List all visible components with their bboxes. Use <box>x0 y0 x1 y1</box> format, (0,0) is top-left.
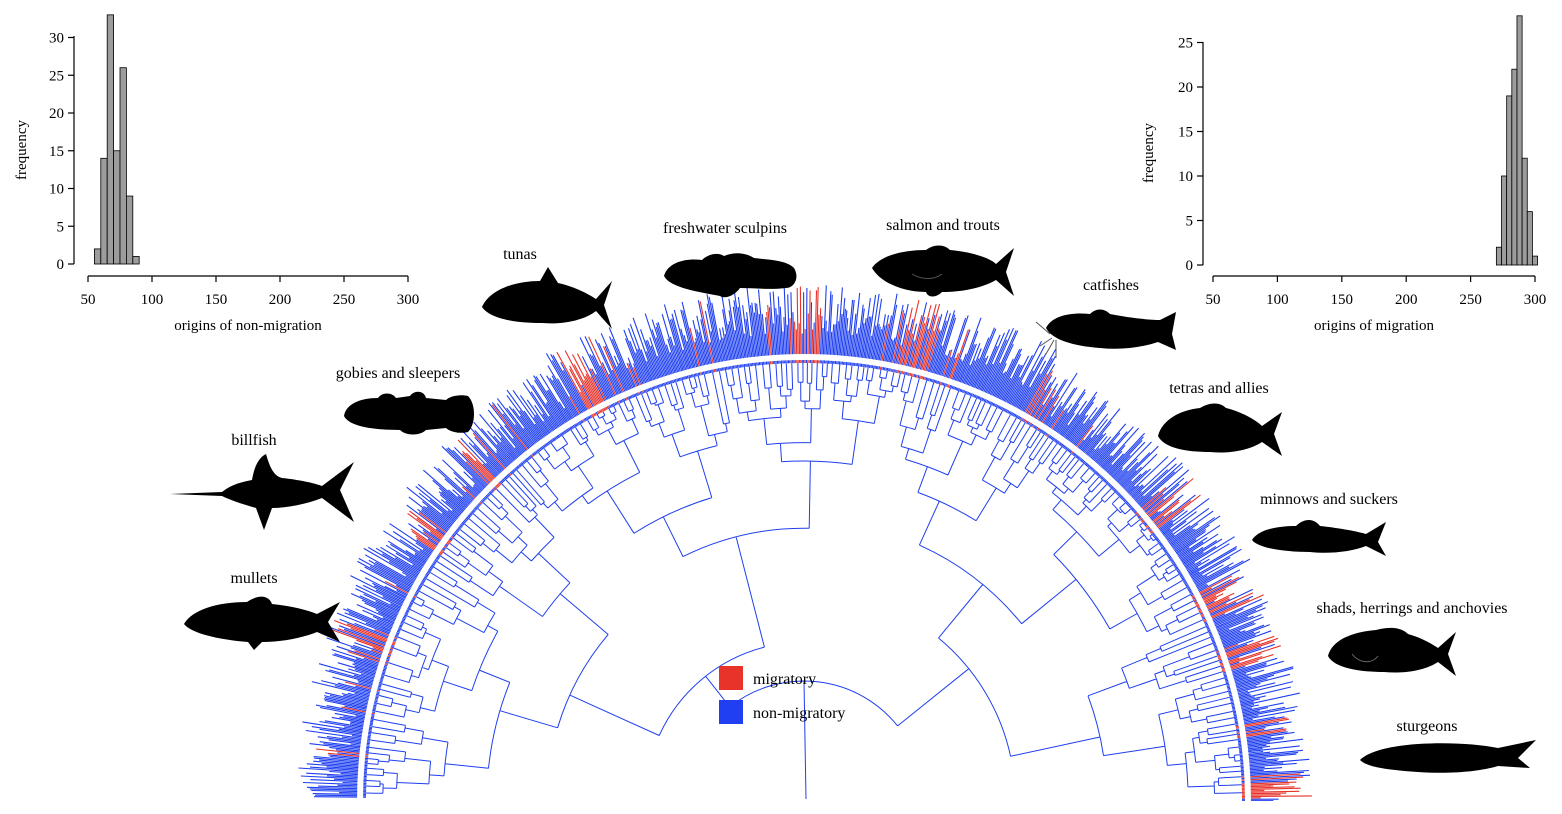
clade-labels: mullets billfish gobies and sleepers tun… <box>230 217 1507 735</box>
y-tick-label: 0 <box>57 257 65 273</box>
x-ticks: 50 100 150 200 250 300 <box>1206 276 1547 308</box>
clade-label-shads-herrings-anchovies: shads, herrings and anchovies <box>1316 600 1507 617</box>
mullet-silhouette-icon <box>184 596 340 650</box>
histogram-bars <box>1495 15 1538 266</box>
y-tick-label: 30 <box>49 31 64 47</box>
y-axis-label: frequency <box>1141 123 1157 183</box>
y-tick-label: 5 <box>1186 214 1194 230</box>
phylogeny-tree <box>298 285 1312 801</box>
tuna-silhouette-icon <box>482 267 612 329</box>
billfish-silhouette-icon <box>170 454 354 530</box>
legend-swatch-migratory <box>719 666 743 690</box>
histogram-bar <box>1511 68 1518 266</box>
tip-branches-non-migratory <box>298 285 1311 801</box>
y-tick-label: 20 <box>49 106 64 122</box>
internal-branches <box>366 362 1242 800</box>
clade-label-tetras-and-allies: tetras and allies <box>1169 380 1269 397</box>
legend-label-migratory: migratory <box>753 671 816 688</box>
y-tick-label: 5 <box>57 219 65 235</box>
sculpin-silhouette-icon <box>664 253 797 298</box>
histogram-bar <box>1532 255 1538 266</box>
histogram-bar <box>119 67 127 265</box>
histogram-bar <box>1516 15 1523 266</box>
y-tick-label: 25 <box>1178 36 1193 52</box>
clade-label-gobies-and-sleepers: gobies and sleepers <box>336 365 460 382</box>
histogram-bar <box>1526 211 1533 266</box>
tip-branches-migratory <box>316 286 1312 799</box>
histogram-bar <box>94 248 102 265</box>
x-tick-label: 250 <box>333 292 356 308</box>
tree-branches <box>366 362 1242 800</box>
y-tick-label: 15 <box>49 144 64 160</box>
clade-label-freshwater-sculpins: freshwater sculpins <box>663 220 787 237</box>
x-tick-label: 150 <box>1331 292 1354 308</box>
clade-label-salmon-and-trouts: salmon and trouts <box>886 217 1000 234</box>
y-tick-label: 10 <box>49 182 64 198</box>
clade-label-tunas: tunas <box>503 246 537 263</box>
tree-ring <box>357 354 1251 801</box>
x-tick-label: 50 <box>81 292 96 308</box>
histogram-bar <box>100 157 108 265</box>
minnow-silhouette-icon <box>1252 520 1386 556</box>
y-tick-label: 25 <box>49 68 64 84</box>
salmon-silhouette-icon <box>872 245 1014 297</box>
x-axis-label: origins of non-migration <box>174 318 322 334</box>
clade-label-minnows-and-suckers: minnows and suckers <box>1260 491 1398 508</box>
shad-silhouette-icon <box>1328 627 1456 676</box>
x-tick-label: 50 <box>1206 292 1221 308</box>
clade-label-sturgeons: sturgeons <box>1396 718 1457 735</box>
catfish-silhouette-icon <box>1035 309 1176 358</box>
y-tick-label: 20 <box>1178 80 1193 96</box>
histogram-bar <box>1506 95 1513 266</box>
legend: migratory non-migratory <box>719 666 845 724</box>
x-tick-label: 100 <box>1266 292 1289 308</box>
x-tick-label: 250 <box>1459 292 1482 308</box>
y-tick-label: 15 <box>1178 125 1193 141</box>
histogram-non-migration: 0 5 10 15 20 25 30 50 100 150 200 250 300 origins o… <box>14 14 420 334</box>
histogram-bar <box>1501 175 1508 266</box>
sturgeon-silhouette-icon <box>1360 740 1536 773</box>
x-tick-label: 200 <box>269 292 292 308</box>
histogram-bar <box>126 195 134 265</box>
clade-label-mullets: mullets <box>230 570 277 587</box>
x-tick-label: 300 <box>1524 292 1547 308</box>
y-tick-label: 0 <box>1186 258 1194 274</box>
legend-swatch-non-migratory <box>719 700 743 724</box>
histogram-migration: 0 5 10 15 20 25 50 100 150 200 250 300 origins of … <box>1141 15 1547 334</box>
histogram-bars <box>94 14 140 265</box>
histogram-bar <box>113 150 121 265</box>
y-ticks: 0 5 10 15 20 25 <box>1178 36 1203 274</box>
x-axis-label: origins of migration <box>1314 318 1434 334</box>
x-ticks: 50 100 150 200 250 300 <box>81 276 420 308</box>
goby-silhouette-icon <box>344 391 474 435</box>
tetra-silhouette-icon <box>1158 403 1282 456</box>
x-tick-label: 300 <box>397 292 420 308</box>
histogram-bar <box>1495 246 1502 266</box>
tree-tips <box>298 285 1312 801</box>
clade-label-catfishes: catfishes <box>1083 277 1139 294</box>
fish-silhouettes <box>170 245 1536 773</box>
histogram-bar <box>132 256 140 265</box>
y-axis-label: frequency <box>14 120 30 180</box>
histogram-bar <box>1521 157 1528 266</box>
x-tick-label: 150 <box>205 292 228 308</box>
y-ticks: 0 5 10 15 20 25 30 <box>49 31 74 273</box>
x-tick-label: 200 <box>1395 292 1418 308</box>
y-tick-label: 10 <box>1178 169 1193 185</box>
x-tick-label: 100 <box>141 292 164 308</box>
legend-label-non-migratory: non-migratory <box>753 705 845 722</box>
histogram-bar <box>106 14 114 265</box>
clade-label-billfish: billfish <box>231 432 276 449</box>
